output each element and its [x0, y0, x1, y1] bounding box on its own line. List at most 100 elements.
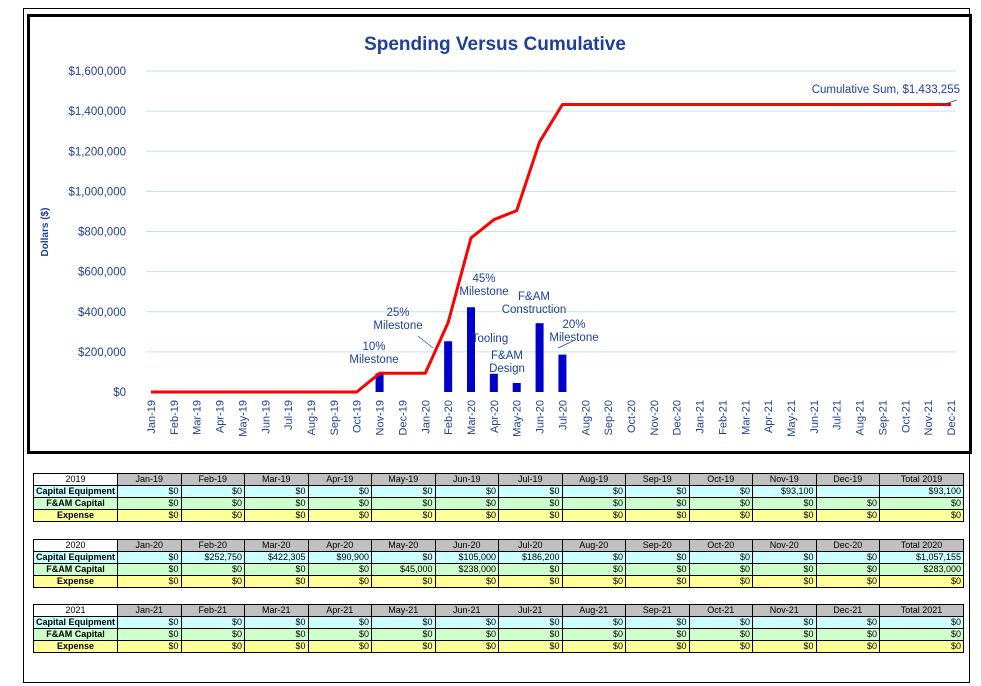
table-cell: $105,000	[434, 551, 500, 564]
table-cell: $0	[371, 485, 436, 498]
column-header: Mar-19	[244, 473, 309, 486]
x-tick-label: Jun-21	[809, 400, 821, 434]
annotation-label: 25%	[386, 307, 409, 319]
table-cell: $0	[180, 616, 246, 629]
annotation-label: Milestone	[373, 320, 422, 332]
table-year: 2021	[32, 604, 119, 617]
table-cell: $0	[625, 628, 690, 641]
column-header: Sep-19	[625, 473, 690, 486]
column-header: Apr-21	[307, 604, 373, 617]
y-tick-label: $1,000,000	[68, 186, 126, 198]
table-cell: $0	[688, 628, 754, 641]
x-tick-label: Nov-20	[649, 400, 661, 435]
table-cell: $0	[815, 509, 881, 522]
column-header: Jul-19	[498, 473, 563, 486]
column-header: Oct-21	[688, 604, 754, 617]
table-row: Expense $0 $0 $0 $0 $0 $0 $0 $0 $0 $0 $0 $0 $0	[32, 575, 965, 588]
column-header: Oct-19	[688, 473, 754, 486]
column-header: Feb-21	[180, 604, 246, 617]
table-cell: $0	[180, 640, 246, 653]
row-label: Expense	[32, 509, 119, 522]
table-cell: $0	[688, 497, 754, 510]
annotation-label: Milestone	[349, 354, 398, 366]
column-header: Mar-20	[244, 539, 309, 552]
table-cell: $0	[307, 509, 373, 522]
column-header: May-19	[371, 473, 436, 486]
table-cell: $0	[752, 640, 817, 653]
x-tick-label: May-21	[786, 400, 798, 437]
annotation-label: 45%	[472, 273, 495, 285]
x-tick-label: Apr-21	[763, 400, 775, 433]
table-cell: $0	[307, 497, 373, 510]
table-cell: $0	[815, 640, 881, 653]
column-header: Feb-20	[180, 539, 246, 552]
y-tick-label: $400,000	[78, 307, 126, 319]
table-row: Expense $0 $0 $0 $0 $0 $0 $0 $0 $0 $0 $0 $0 $0	[32, 509, 965, 522]
x-tick-label: Sep-21	[877, 400, 889, 435]
table-cell: $0	[244, 575, 309, 588]
table-cell: $0	[371, 497, 436, 510]
table-cell: $186,200	[498, 551, 563, 564]
table-cell: $0	[498, 616, 563, 629]
y-tick-label: $200,000	[78, 347, 126, 359]
column-header: Aug-20	[561, 539, 627, 552]
table-row: Capital Equipment $0 $252,750 $422,305 $90,9…	[32, 551, 965, 564]
table-cell: $0	[244, 485, 309, 498]
table-cell: $45,000	[371, 563, 436, 576]
column-header: Total 2019	[879, 473, 965, 486]
table-cell: $252,750	[180, 551, 246, 564]
table-cell: $0	[625, 497, 690, 510]
annotation-label: F&AM	[518, 291, 550, 303]
column-header: Jan-21	[117, 604, 182, 617]
table-cell: $0	[752, 575, 817, 588]
table-cell: $0	[180, 628, 246, 641]
column-header: Nov-19	[752, 473, 817, 486]
table-cell: $0	[498, 640, 563, 653]
table-cell: $0	[688, 509, 754, 522]
column-header: Apr-20	[307, 539, 373, 552]
annotation-label: Milestone	[549, 332, 598, 344]
table-cell: $0	[307, 628, 373, 641]
table-cell: $0	[561, 616, 627, 629]
y-tick-label: $1,400,000	[68, 106, 126, 118]
table-cell: $0	[688, 563, 754, 576]
column-header: Oct-20	[688, 539, 754, 552]
table-cell: $0	[561, 485, 627, 498]
table-cell: $93,100	[752, 485, 817, 498]
column-header: Jan-19	[117, 473, 182, 486]
column-header: Feb-19	[180, 473, 246, 486]
table-cell: $0	[561, 509, 627, 522]
table-row: Capital Equipment $0 $0 $0 $0 $0 $0 $0 $0 $0 $0 $0 $…	[32, 616, 965, 629]
column-header: Jun-20	[434, 539, 500, 552]
x-tick-label: Sep-19	[329, 400, 341, 435]
column-header: Total 2021	[879, 604, 965, 617]
table-cell: $0	[879, 509, 965, 522]
x-tick-label: Dec-19	[397, 400, 409, 435]
table-cell: $0	[688, 551, 754, 564]
cumulative-line	[151, 103, 951, 394]
table-cell: $0	[307, 575, 373, 588]
table-header-row: 2020 Jan-20 Feb-20 Mar-20 Apr-20 May-20 Jun-20…	[32, 539, 965, 552]
column-header: Nov-21	[752, 604, 817, 617]
table-cell: $0	[498, 563, 563, 576]
table-cell: $0	[498, 497, 563, 510]
x-tick-label: Jul-21	[832, 400, 844, 430]
table-cell: $0	[244, 509, 309, 522]
table-cell: $0	[117, 551, 182, 564]
table-cell: $0	[180, 575, 246, 588]
table-cell: $0	[561, 640, 627, 653]
row-label: F&AM Capital	[32, 563, 119, 576]
x-tick-label: Apr-19	[215, 400, 227, 433]
table-cell: $0	[688, 575, 754, 588]
y-tick-label: $0	[113, 387, 126, 399]
table-cell: $0	[117, 509, 182, 522]
annotation-label: F&AM	[491, 350, 523, 362]
table-year: 2019	[32, 473, 119, 486]
table-cell: $0	[879, 616, 965, 629]
table-cell: $283,000	[879, 563, 965, 576]
table-row: F&AM Capital $0 $0 $0 $0 $45,000 $238,000 $0 $0 $…	[32, 563, 965, 576]
table-cell: $0	[244, 628, 309, 641]
table-cell: $0	[371, 575, 436, 588]
annotation-label: Cumulative Sum, $1,433,255	[812, 84, 960, 96]
table-cell: $0	[879, 628, 965, 641]
